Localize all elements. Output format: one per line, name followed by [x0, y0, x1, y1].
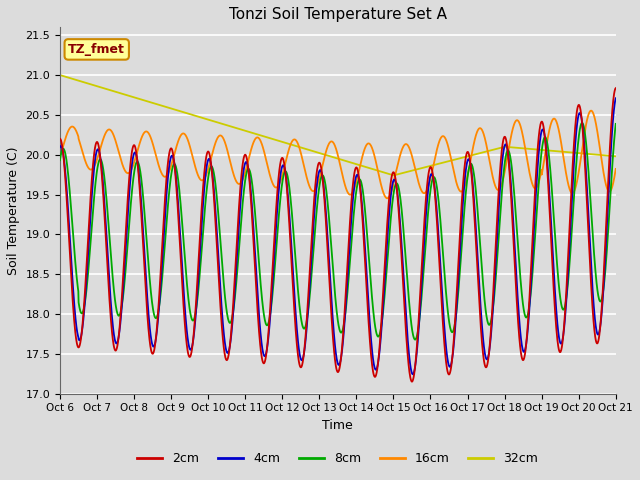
X-axis label: Time: Time: [323, 419, 353, 432]
Title: Tonzi Soil Temperature Set A: Tonzi Soil Temperature Set A: [229, 7, 447, 22]
Legend: 2cm, 4cm, 8cm, 16cm, 32cm: 2cm, 4cm, 8cm, 16cm, 32cm: [132, 447, 543, 470]
Text: TZ_fmet: TZ_fmet: [68, 43, 125, 56]
Y-axis label: Soil Temperature (C): Soil Temperature (C): [7, 146, 20, 275]
